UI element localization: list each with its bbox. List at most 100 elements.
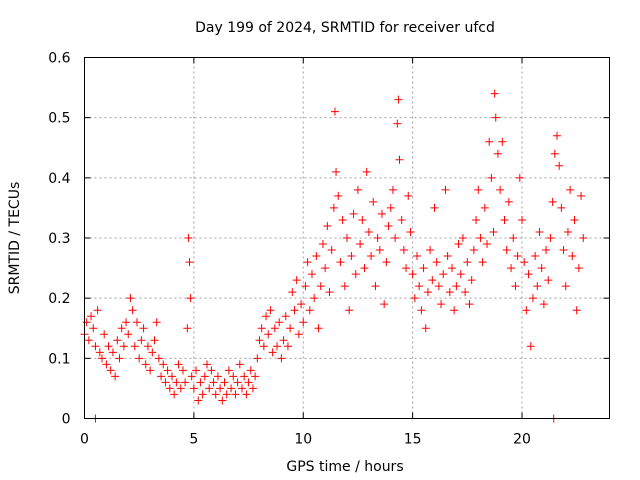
data-point (106, 366, 115, 375)
data-point (448, 264, 456, 273)
data-point (533, 282, 542, 291)
data-point (456, 270, 465, 279)
data-point (275, 318, 284, 327)
data-point (399, 246, 408, 255)
data-point (187, 372, 196, 381)
data-point (102, 360, 111, 369)
data-point (550, 149, 559, 158)
data-point (356, 240, 365, 249)
data-point (413, 252, 421, 261)
data-point (213, 372, 222, 381)
chart-title: Day 199 of 2024, SRMTID for receiver ufc… (195, 20, 495, 36)
data-point (419, 264, 428, 273)
grid (84, 57, 610, 419)
data-point (257, 324, 266, 333)
data-point (205, 384, 214, 393)
data-point (480, 203, 489, 212)
data-point (159, 360, 168, 369)
data-point (238, 384, 246, 393)
data-point (126, 294, 135, 303)
data-point (266, 306, 275, 315)
data-point (568, 252, 577, 261)
data-point (450, 306, 459, 315)
data-point (469, 246, 478, 255)
data-point (281, 312, 290, 321)
y-tick-label: 0.3 (48, 231, 70, 247)
data-point (216, 384, 225, 393)
data-point (417, 306, 426, 315)
data-point (351, 270, 360, 279)
data-point (189, 384, 198, 393)
data-point (343, 234, 351, 242)
data-point (294, 330, 303, 339)
data-point (393, 119, 402, 128)
data-point (426, 246, 435, 255)
data-point (548, 197, 557, 206)
data-points (80, 89, 588, 423)
data-point (246, 366, 255, 375)
data-point (485, 137, 494, 146)
data-point (493, 149, 502, 158)
data-point (172, 378, 181, 387)
data-point (308, 270, 316, 279)
data-point (353, 185, 362, 194)
data-point (394, 95, 403, 104)
data-point (408, 270, 417, 279)
data-point (98, 354, 106, 363)
data-point (502, 246, 511, 255)
data-point (332, 167, 341, 176)
data-point (157, 372, 166, 381)
y-tick-label: 0.6 (48, 51, 70, 67)
data-point (367, 252, 376, 261)
data-point (186, 294, 195, 303)
data-point (327, 246, 336, 255)
data-point (229, 372, 238, 381)
data-point (406, 227, 415, 236)
data-point (445, 288, 454, 297)
data-point (384, 221, 393, 230)
data-point (498, 137, 507, 146)
data-point (288, 288, 297, 297)
data-point (579, 234, 588, 242)
data-point (454, 240, 463, 249)
data-point (135, 354, 144, 363)
data-point (117, 324, 126, 333)
data-point (82, 318, 91, 327)
data-point (273, 342, 281, 351)
data-point (292, 276, 301, 285)
data-point (262, 312, 271, 321)
data-point (476, 234, 485, 242)
data-point (227, 384, 236, 393)
y-tick-label: 0.5 (48, 111, 70, 127)
data-point (553, 131, 561, 140)
data-point (500, 215, 509, 224)
y-tick-label: 0.2 (48, 291, 70, 307)
data-point (301, 282, 310, 291)
data-point (507, 264, 516, 273)
data-point (467, 276, 476, 285)
data-point (183, 324, 192, 333)
data-point (404, 191, 413, 200)
data-point (391, 234, 400, 242)
data-point (290, 306, 299, 315)
data-point (222, 390, 231, 399)
data-point (397, 215, 406, 224)
data-point (305, 306, 314, 315)
data-point (312, 252, 321, 261)
data-point (316, 282, 325, 291)
data-point (570, 215, 579, 224)
data-point (244, 378, 253, 387)
data-point (253, 354, 262, 363)
data-point (242, 390, 251, 399)
data-point (496, 185, 505, 194)
data-point (358, 215, 367, 224)
data-point (163, 366, 172, 375)
x-tick-label: 10 (294, 432, 312, 448)
data-point (522, 306, 531, 315)
data-point (233, 378, 242, 387)
data-point (259, 342, 268, 351)
data-point (323, 221, 332, 230)
data-point (572, 306, 581, 315)
data-point (248, 384, 257, 393)
data-point (329, 203, 338, 212)
